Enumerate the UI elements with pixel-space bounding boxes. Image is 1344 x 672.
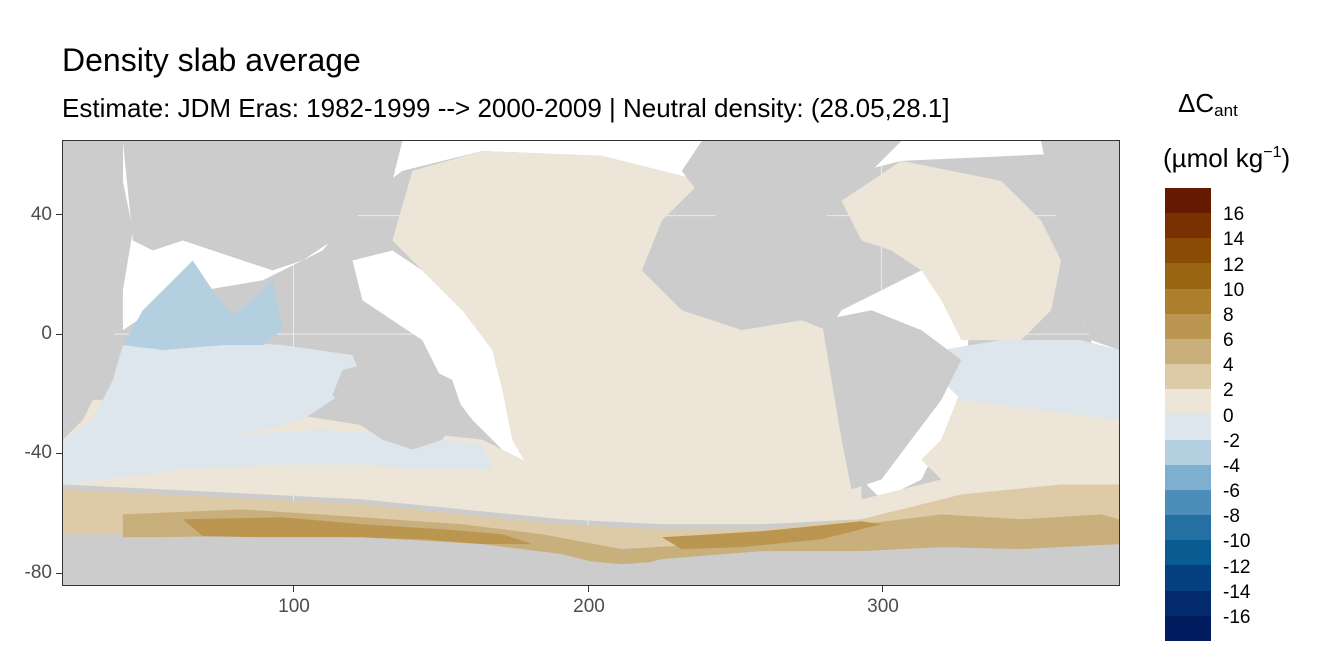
- y-tick-mark: [56, 214, 62, 215]
- y-tick-mark: [56, 334, 62, 335]
- y-tick-mark: [56, 453, 62, 454]
- europe-africa-land: [1041, 141, 1119, 351]
- x-tick-mark: [588, 586, 589, 592]
- pacific-tan-field: [392, 150, 862, 510]
- legend-label: 10: [1223, 279, 1245, 301]
- legend-units-post: ): [1281, 143, 1291, 173]
- y-tick-label: -40: [24, 442, 52, 463]
- legend-swatch: [1165, 540, 1211, 566]
- legend-label: -6: [1223, 481, 1240, 502]
- legend-label: -8: [1223, 506, 1240, 528]
- x-tick-mark: [882, 586, 883, 592]
- legend-swatch: [1165, 565, 1211, 591]
- land-masses: [63, 141, 1119, 585]
- x-tick-mark: [293, 586, 294, 592]
- legend-units-sup: −1: [1263, 144, 1282, 161]
- plot-title: Density slab average: [62, 42, 361, 78]
- y-tick-label: 40: [30, 204, 52, 225]
- legend-label: 8: [1223, 304, 1234, 326]
- legend-swatch: [1165, 238, 1211, 264]
- legend-label: -10: [1223, 531, 1251, 553]
- south-atlantic-lightblue-field: [941, 340, 1119, 420]
- x-tick-label: 200: [573, 596, 605, 617]
- legend-swatch: [1165, 590, 1211, 616]
- legend-swatch: [1165, 414, 1211, 440]
- south-america-land: [821, 310, 962, 490]
- legend-label: 6: [1223, 330, 1234, 351]
- legend-swatch: [1165, 213, 1211, 239]
- indian-ocean-lightblue-field: [63, 340, 363, 460]
- atlantic-tan-field: [841, 160, 1062, 341]
- x-tick-label: 100: [278, 596, 310, 617]
- arabian-sea-blue-field: [122, 260, 283, 351]
- legend-label: -16: [1223, 606, 1251, 628]
- plot-subtitle: Estimate: JDM Eras: 1982-1999 --> 2000-2…: [62, 93, 950, 123]
- y-tick-mark: [56, 573, 62, 574]
- legend-swatch: [1165, 439, 1211, 465]
- legend-colorbar: [1165, 188, 1211, 641]
- legend-label: 14: [1223, 229, 1245, 251]
- legend-label: -4: [1223, 455, 1240, 477]
- legend-swatch: [1165, 313, 1211, 339]
- legend-label: 0: [1223, 405, 1234, 427]
- map-canvas: [63, 141, 1119, 585]
- legend-label: 12: [1223, 254, 1245, 276]
- ocean-fields: [63, 150, 1119, 565]
- x-tick-label: 300: [867, 596, 899, 617]
- y-tick-label: -80: [24, 562, 52, 583]
- legend-label: -14: [1223, 581, 1251, 603]
- legend-title-subscript: ant: [1214, 101, 1238, 120]
- antarctic-darkbrown-strip: [182, 517, 533, 545]
- australia-land: [332, 360, 463, 450]
- legend-swatch: [1165, 288, 1211, 314]
- africa-eurasia-land: [63, 141, 133, 440]
- legend-title: ΔCant: [1178, 86, 1318, 128]
- legend-label: 16: [1223, 204, 1245, 226]
- north-america-land: [681, 141, 902, 301]
- legend-label: 4: [1223, 355, 1234, 377]
- legend-swatch: [1165, 615, 1211, 641]
- legend-label: -2: [1223, 430, 1240, 452]
- legend-swatch: [1165, 263, 1211, 289]
- legend-swatch: [1165, 464, 1211, 490]
- legend-swatch: [1165, 389, 1211, 415]
- legend-swatch: [1165, 489, 1211, 516]
- legend-label: 2: [1223, 380, 1234, 402]
- legend-units: (µmol kg−1): [1163, 136, 1333, 175]
- legend-swatch: [1165, 364, 1211, 390]
- legend-swatch: [1165, 515, 1211, 541]
- map-panel: [62, 140, 1120, 586]
- legend-title-main: ΔC: [1178, 88, 1215, 118]
- antarctica-land: [63, 537, 1119, 585]
- legend-swatch: [1165, 338, 1211, 365]
- antarctic-darkbrown-strip-2: [661, 521, 882, 550]
- antarctic-brown-band: [122, 509, 1119, 565]
- legend-label: -12: [1223, 556, 1251, 578]
- y-tick-label: 0: [41, 323, 52, 344]
- south-atlantic-tan-field: [921, 389, 1119, 490]
- legend-units-pre: (µmol kg: [1163, 143, 1264, 173]
- asia-land: [122, 141, 403, 271]
- legend-swatch: [1165, 188, 1211, 214]
- southern-lightblue-band: [63, 429, 493, 485]
